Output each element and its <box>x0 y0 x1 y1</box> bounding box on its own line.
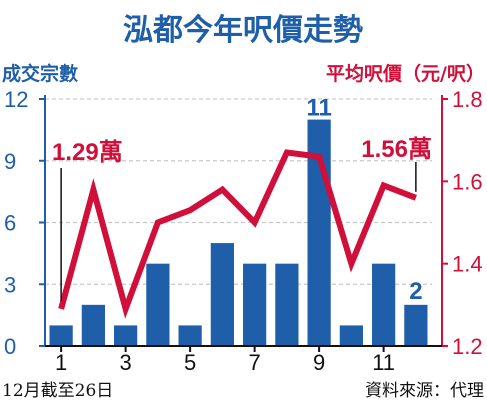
right-tick-label: 1.8 <box>452 87 483 112</box>
bar-2 <box>81 304 105 346</box>
gridlines <box>45 98 432 285</box>
annotations: 1.29萬 1.56萬 11 2 <box>52 95 432 305</box>
bar-7 <box>243 263 267 346</box>
left-tick-label: 6 <box>4 211 16 236</box>
callout-first-price: 1.29萬 <box>52 139 123 166</box>
bar-label-last: 2 <box>409 278 422 305</box>
left-tick-label: 9 <box>4 149 16 174</box>
left-axis-label: 成交宗數 <box>2 62 78 85</box>
x-tick-label: 9 <box>313 350 325 375</box>
bar-11 <box>372 263 396 346</box>
callout-last-price: 1.56萬 <box>361 136 432 163</box>
bar-4 <box>146 263 170 346</box>
bar-label-peak: 11 <box>306 95 331 122</box>
price-line <box>58 149 417 319</box>
bars <box>49 119 428 346</box>
bar-6 <box>210 243 234 346</box>
left-tick-label: 3 <box>4 272 16 297</box>
x-tick-label: 3 <box>120 350 132 375</box>
bar-8 <box>275 263 299 346</box>
x-tick-label: 11 <box>372 350 395 375</box>
left-tick-label: 0 <box>4 334 16 359</box>
left-tick-label: 12 <box>4 87 28 112</box>
right-tick-label: 1.6 <box>452 169 483 194</box>
tick-labels: 0 3 6 9 12 1.2 1.4 1.6 1.8 1 3 5 7 9 11 <box>4 87 483 375</box>
x-tick-label: 1 <box>55 350 67 375</box>
bar-12 <box>404 304 428 346</box>
x-tick-label: 7 <box>249 350 261 375</box>
right-tick-label: 1.2 <box>452 334 483 359</box>
right-axis-label: 平均呎價（元/呎） <box>326 62 485 85</box>
chart-title: 泓都今年呎價走勢 <box>123 13 363 48</box>
footnote-left: 12月截至26日 <box>2 381 113 401</box>
axes <box>39 95 448 352</box>
right-tick-label: 1.4 <box>452 252 483 277</box>
footnote-right: 資料來源：代理 <box>365 381 484 401</box>
bar-10 <box>339 325 363 346</box>
x-tick-label: 5 <box>184 350 196 375</box>
price-line-path <box>58 149 417 319</box>
bar-1 <box>49 325 73 346</box>
bar-3 <box>114 325 138 346</box>
bar-5 <box>178 325 202 346</box>
